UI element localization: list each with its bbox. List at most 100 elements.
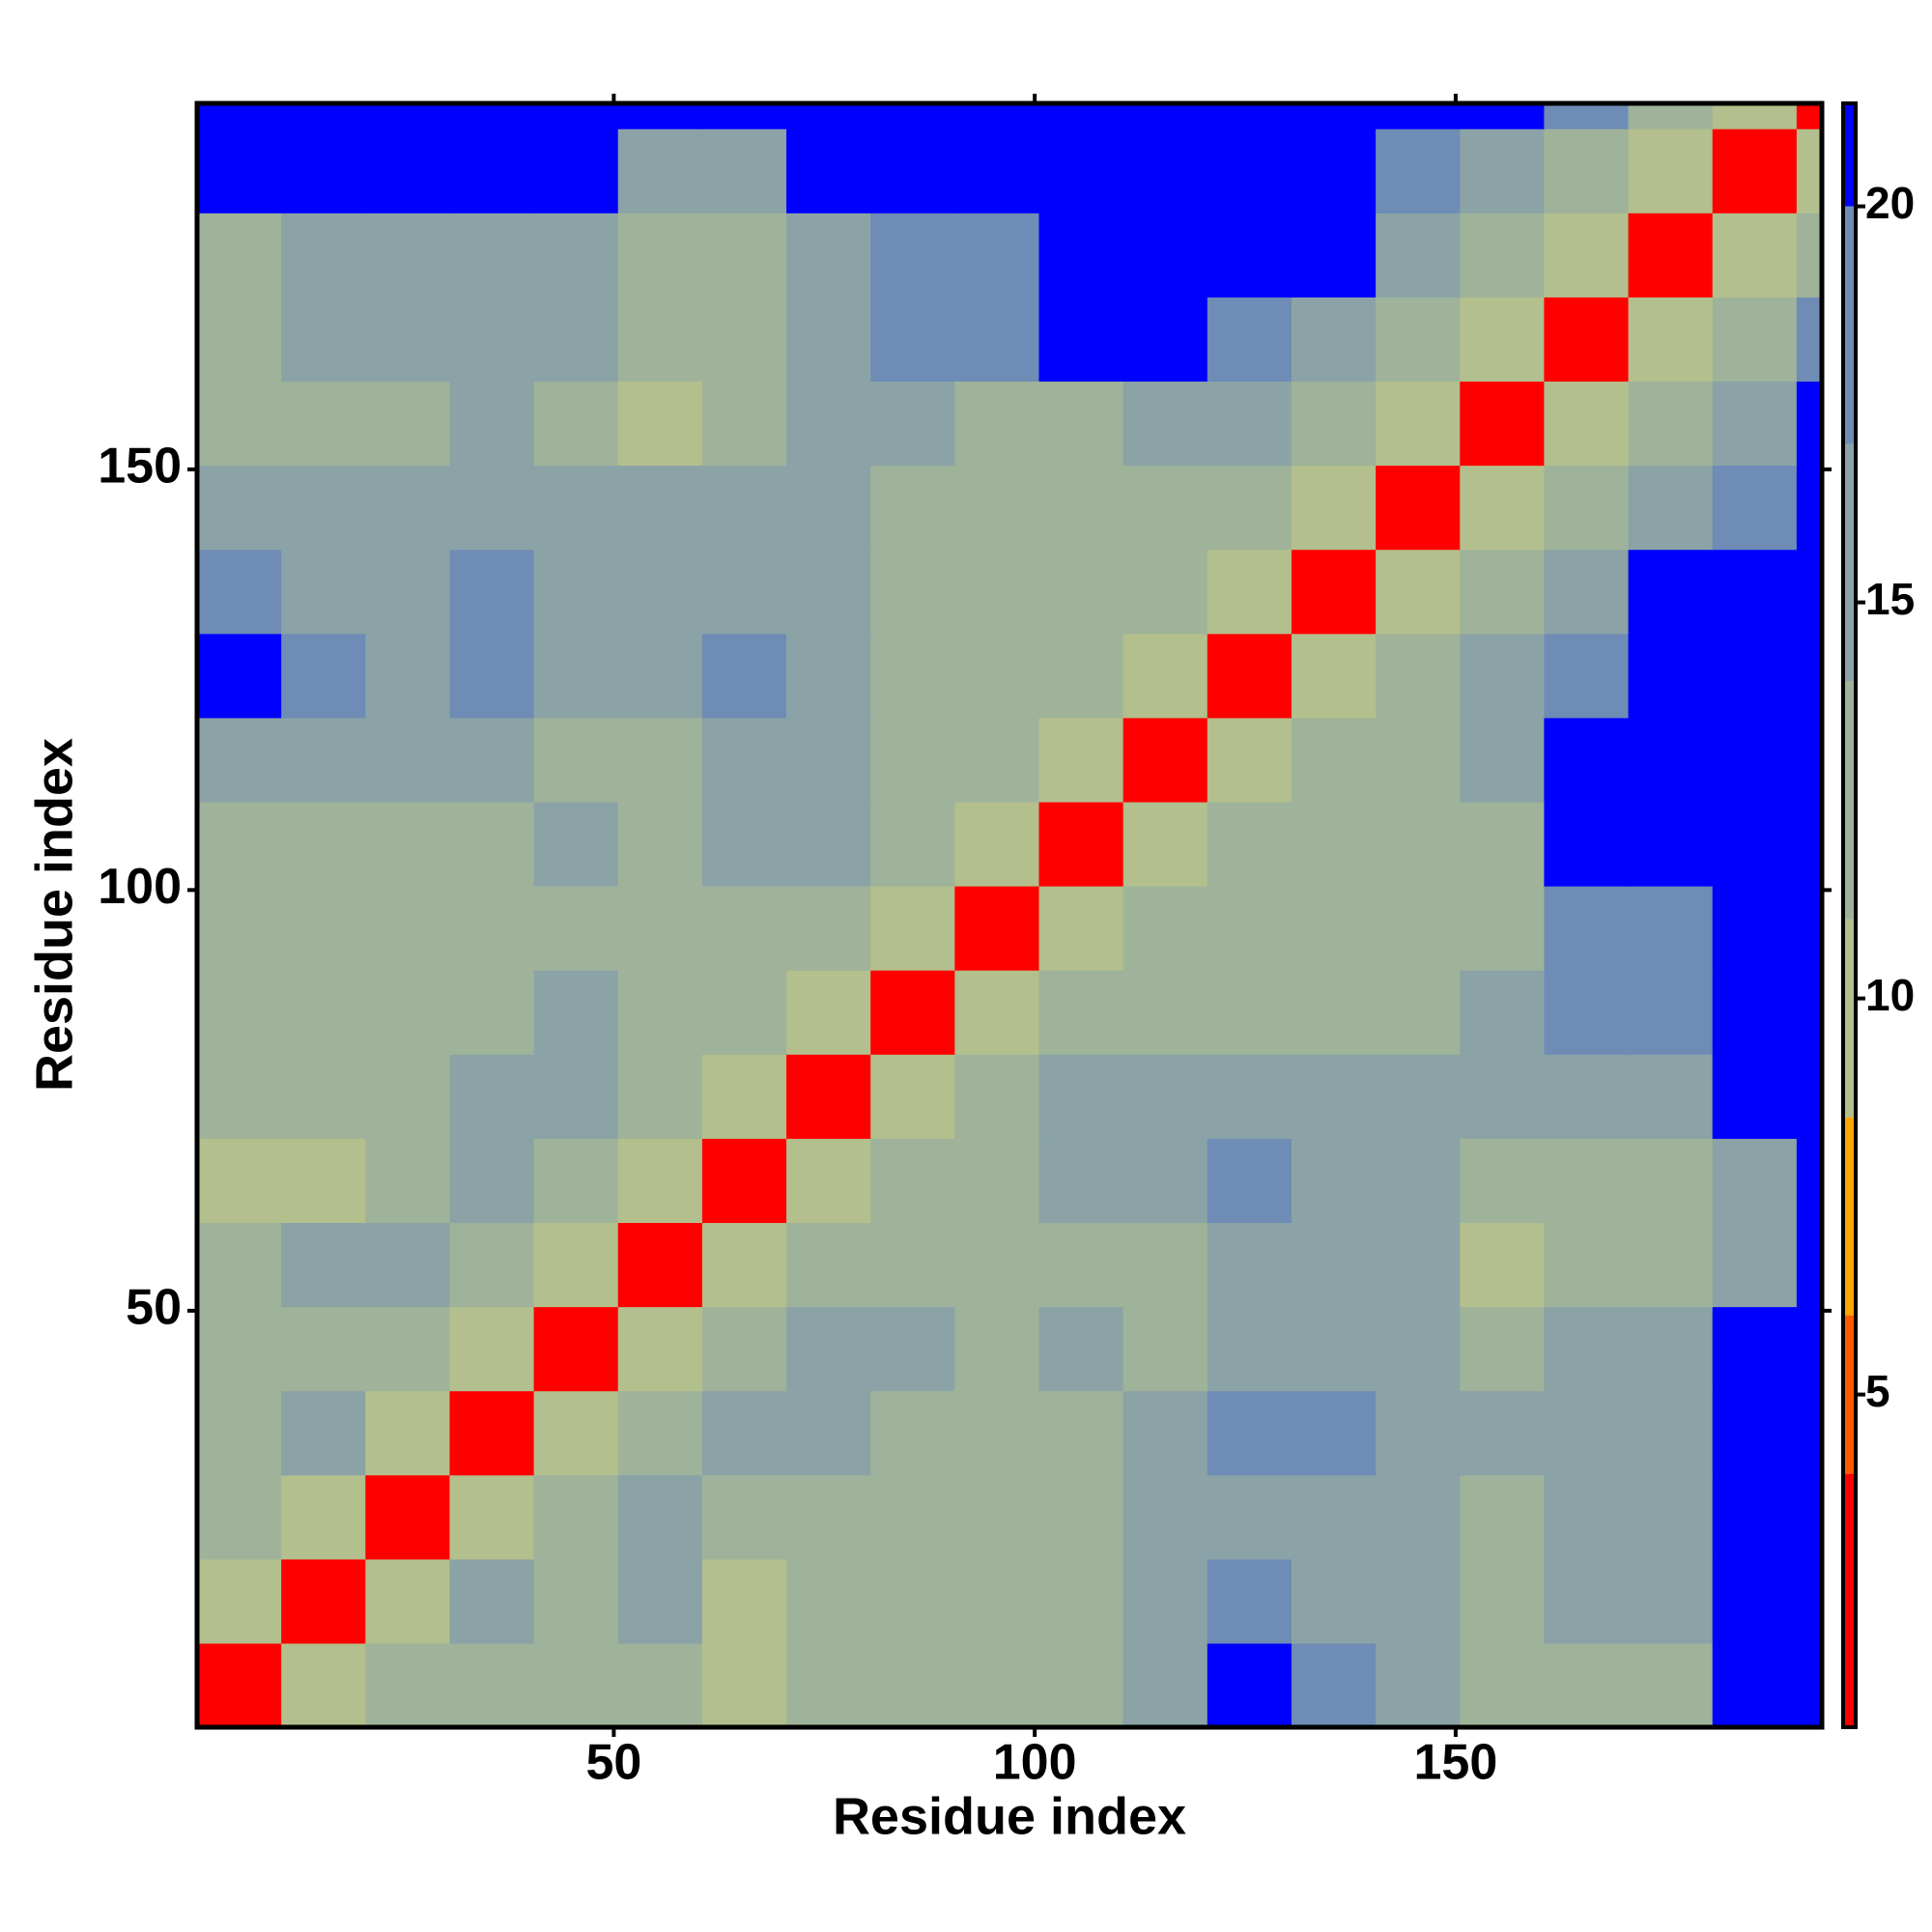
heatmap-cell	[1796, 297, 1823, 383]
heatmap-cell	[1628, 1222, 1714, 1308]
heatmap-cell	[1544, 549, 1630, 635]
heatmap-cell	[281, 1642, 366, 1728]
heatmap-cell	[1291, 1558, 1377, 1644]
heatmap-cell	[1291, 633, 1377, 719]
heatmap-cell	[954, 886, 1040, 971]
heatmap-cell	[1376, 970, 1461, 1055]
heatmap-cell	[786, 1138, 871, 1224]
heatmap-cell	[1291, 1054, 1377, 1139]
heatmap-cell	[617, 1558, 703, 1644]
heatmap-cell	[1122, 297, 1208, 383]
heatmap-cell	[1376, 717, 1461, 803]
heatmap-cell	[870, 1558, 955, 1644]
heatmap-cell	[870, 1390, 955, 1476]
heatmap-cell	[533, 970, 619, 1055]
heatmap-cell	[449, 970, 535, 1055]
heatmap-cell	[533, 213, 619, 298]
heatmap-cell	[1038, 1306, 1124, 1392]
heatmap-cell	[365, 1390, 451, 1476]
heatmap-cell	[954, 801, 1040, 887]
heatmap-cell	[1712, 1306, 1798, 1392]
x-tick-label: 50	[585, 1735, 641, 1791]
heatmap-cell	[1207, 465, 1293, 551]
heatmap-cell	[449, 1390, 535, 1476]
heatmap-cell	[1207, 128, 1293, 213]
heatmap-cell	[1628, 1390, 1714, 1476]
heatmap-cell	[1376, 1306, 1461, 1392]
heatmap-cell	[701, 717, 787, 803]
heatmap-cell	[281, 1138, 366, 1224]
heatmap-cell	[1038, 465, 1124, 551]
heatmap-cell	[1628, 103, 1714, 129]
heatmap-cell	[954, 1474, 1040, 1560]
heatmap-cell	[701, 213, 787, 298]
heatmap-cell	[1460, 1138, 1546, 1224]
heatmap-cell	[281, 717, 366, 803]
heatmap-cell	[701, 633, 787, 719]
heatmap-cell	[1376, 886, 1461, 971]
heatmap-cell	[197, 801, 282, 887]
heatmap-cell	[1122, 103, 1208, 129]
heatmap-cell	[954, 1390, 1040, 1476]
heatmap-cell	[197, 970, 282, 1055]
heatmap-cell	[1460, 1222, 1546, 1308]
heatmap-cell	[1628, 1054, 1714, 1139]
heatmap-cell	[1796, 465, 1823, 551]
heatmap-cell	[701, 1138, 787, 1224]
heatmap-cell	[1291, 801, 1377, 887]
heatmap-cell	[281, 1306, 366, 1392]
heatmap-cell	[1796, 1474, 1823, 1560]
heatmap-cell	[1544, 1558, 1630, 1644]
heatmap-cell	[1796, 970, 1823, 1055]
heatmap-cell	[281, 297, 366, 383]
heatmap-cell	[1712, 717, 1798, 803]
heatmap-cell	[365, 1642, 451, 1728]
heatmap-cell	[281, 1558, 366, 1644]
heatmap-cell	[786, 970, 871, 1055]
heatmap-cell	[1376, 1222, 1461, 1308]
heatmap-cell	[449, 465, 535, 551]
heatmap-cell	[365, 549, 451, 635]
heatmap-cell	[870, 1054, 955, 1139]
heatmap-cell	[1376, 549, 1461, 635]
heatmap-cell	[1376, 103, 1461, 129]
heatmap-cell	[365, 633, 451, 719]
heatmap-cell	[1207, 213, 1293, 298]
heatmap-cell	[1460, 381, 1546, 467]
heatmap-cell	[365, 1558, 451, 1644]
heatmap-cell	[617, 1138, 703, 1224]
heatmap-cell	[1460, 1306, 1546, 1392]
heatmap-cell	[533, 465, 619, 551]
heatmap-cell	[1460, 213, 1546, 298]
heatmap-cell	[1796, 1390, 1823, 1476]
heatmap-cell	[1038, 1642, 1124, 1728]
heatmap-cell	[954, 128, 1040, 213]
heatmap-cell	[1038, 213, 1124, 298]
heatmap-cell	[1376, 1558, 1461, 1644]
heatmap-cell	[449, 128, 535, 213]
heatmap-cell	[197, 549, 282, 635]
heatmap-cell	[533, 128, 619, 213]
heatmap-cell	[1376, 1474, 1461, 1560]
heatmap-cell	[1712, 128, 1798, 213]
heatmap-cell	[533, 1222, 619, 1308]
heatmap-cell	[617, 1642, 703, 1728]
heatmap-cell	[701, 465, 787, 551]
heatmap-cell	[1460, 1642, 1546, 1728]
heatmap-cell	[281, 801, 366, 887]
heatmap-cell	[786, 297, 871, 383]
heatmap-cell	[617, 1474, 703, 1560]
heatmap-cell	[1038, 1222, 1124, 1308]
heatmap-cell	[617, 1054, 703, 1139]
heatmap-cell	[1376, 1390, 1461, 1476]
heatmap-cell	[1038, 297, 1124, 383]
heatmap-cell	[1291, 297, 1377, 383]
heatmap-cell	[1628, 717, 1714, 803]
heatmap-cell	[954, 1642, 1040, 1728]
heatmap-cell	[1796, 1306, 1823, 1392]
heatmap-cell	[786, 1642, 871, 1728]
heatmap-cell	[954, 1306, 1040, 1392]
heatmap-cell	[281, 465, 366, 551]
heatmap-cell	[365, 1222, 451, 1308]
heatmap-cell	[1291, 1222, 1377, 1308]
